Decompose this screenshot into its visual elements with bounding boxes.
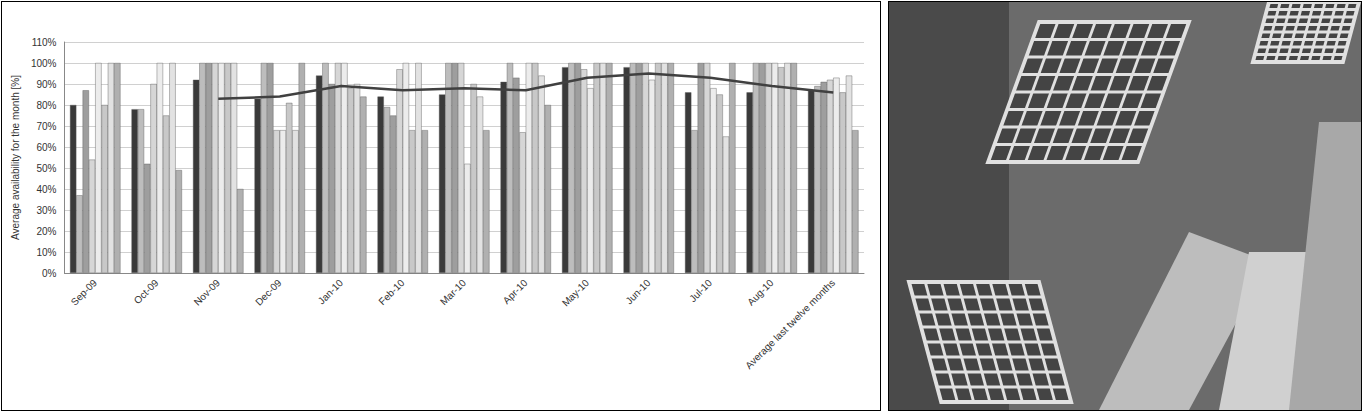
svg-text:Jun-10: Jun-10 [623, 277, 653, 307]
svg-text:50%: 50% [36, 163, 56, 174]
svg-text:Average last twelve months: Average last twelve months [743, 277, 837, 371]
svg-text:Mar-10: Mar-10 [438, 277, 468, 307]
svg-text:60%: 60% [36, 142, 56, 153]
svg-text:Oct-09: Oct-09 [132, 277, 161, 306]
svg-text:80%: 80% [36, 100, 56, 111]
svg-text:May-10: May-10 [560, 277, 592, 309]
svg-text:Aug-10: Aug-10 [745, 277, 776, 308]
svg-text:Sep-09: Sep-09 [69, 277, 100, 308]
svg-text:70%: 70% [36, 121, 56, 132]
svg-text:Dec-09: Dec-09 [253, 277, 284, 308]
svg-text:10%: 10% [36, 247, 56, 258]
svg-text:0%: 0% [42, 268, 57, 279]
svg-text:90%: 90% [36, 79, 56, 90]
svg-text:30%: 30% [36, 205, 56, 216]
svg-text:Average availability for the m: Average availability for the month [%] [10, 75, 21, 240]
svg-text:Apr-10: Apr-10 [501, 277, 530, 306]
svg-text:Jul-10: Jul-10 [687, 277, 714, 304]
svg-text:Nov-09: Nov-09 [192, 277, 223, 308]
svg-text:40%: 40% [36, 184, 56, 195]
svg-text:110%: 110% [32, 37, 57, 48]
svg-text:20%: 20% [36, 226, 56, 237]
svg-text:Feb-10: Feb-10 [376, 277, 406, 307]
svg-text:100%: 100% [31, 58, 57, 69]
svg-text:Jan-10: Jan-10 [316, 277, 346, 307]
